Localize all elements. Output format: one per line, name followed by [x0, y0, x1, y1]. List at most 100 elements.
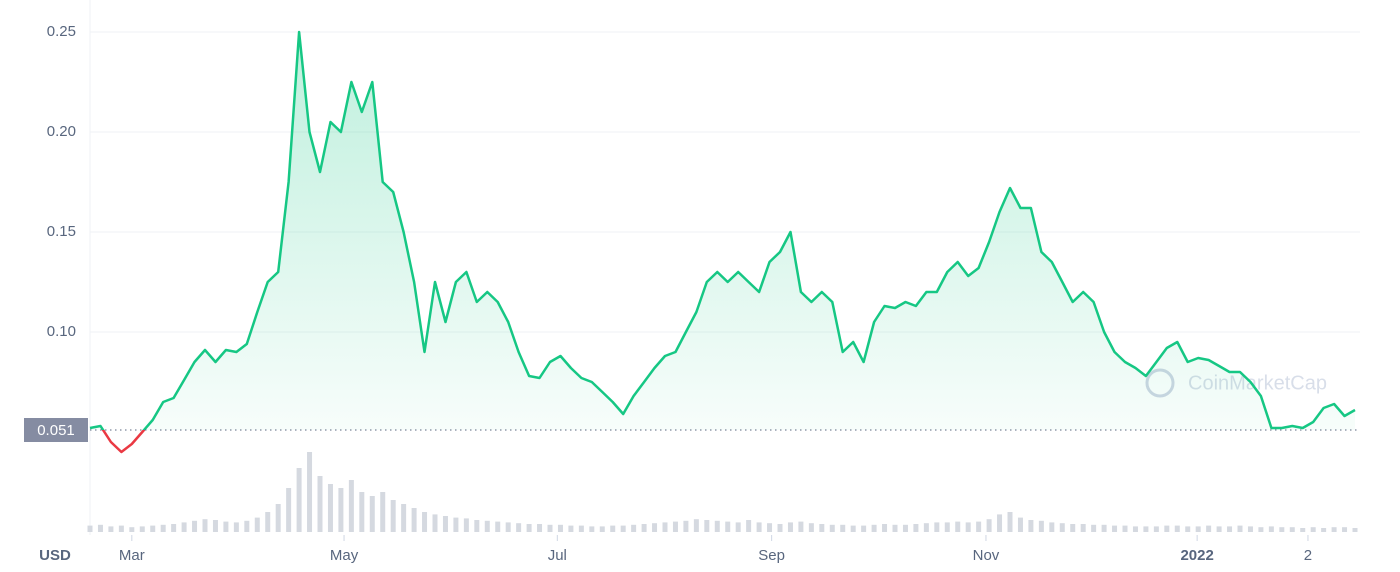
x-tick-label: 2 [1304, 547, 1312, 564]
volume-bar [369, 496, 375, 532]
volume-bar [934, 522, 940, 532]
volume-bar [390, 500, 396, 532]
volume-bar [1049, 522, 1055, 532]
volume-bar [1153, 526, 1159, 532]
volume-bar [1038, 520, 1044, 532]
volume-bar [840, 524, 846, 532]
volume-bar [401, 504, 407, 532]
volume-bar [714, 520, 720, 532]
volume-bar [798, 521, 804, 532]
volume-bar [850, 525, 856, 532]
volume-bar [683, 520, 689, 532]
volume-bar [704, 520, 710, 532]
volume-bar [819, 524, 825, 532]
reference-label: 0.051 [37, 422, 75, 439]
volume-bar [1112, 525, 1118, 532]
currency-label: USD [39, 547, 71, 564]
volume-bar [317, 476, 323, 532]
volume-bar [1028, 520, 1034, 532]
volume-bar [1237, 525, 1243, 532]
volume-bar [118, 525, 124, 532]
volume-bar [1101, 524, 1107, 532]
volume-bar [275, 504, 281, 532]
volume-bar [1007, 512, 1013, 532]
volume-bar [129, 527, 135, 532]
volume-bar [787, 522, 793, 532]
volume-bar [578, 525, 584, 532]
volume-bar [1310, 527, 1316, 532]
volume-bar [1195, 526, 1201, 532]
volume-bar [181, 522, 187, 532]
volume-bar [484, 520, 490, 532]
volume-bar [620, 525, 626, 532]
reference-box [24, 418, 88, 442]
volume-bar [997, 514, 1003, 532]
volume-bar [882, 524, 888, 532]
volume-bar [631, 524, 637, 532]
volume-bar [767, 523, 773, 532]
volume-bar [380, 492, 386, 532]
volume-bar [505, 522, 511, 532]
volume-bar [139, 526, 145, 532]
volume-bar [442, 516, 448, 532]
volume-bar [422, 512, 428, 532]
volume-bar [1206, 525, 1212, 532]
volume-bar [902, 524, 908, 532]
volume-bar [976, 521, 982, 532]
volume-bar [97, 524, 103, 532]
volume-bar [327, 484, 333, 532]
x-tick-label: Mar [119, 547, 145, 564]
x-tick-label: Jul [548, 547, 567, 564]
volume-bar [338, 488, 344, 532]
volume-bar [1247, 526, 1253, 532]
volume-bar [589, 526, 595, 532]
volume-bar [160, 524, 166, 532]
volume-bar [171, 524, 177, 532]
volume-bar [955, 521, 961, 532]
volume-bar [1164, 525, 1170, 532]
volume-bar [986, 519, 992, 532]
volume-bar [599, 526, 605, 532]
volume-bar [348, 480, 354, 532]
x-tick-label: May [330, 547, 359, 564]
y-tick-label: 0.25 [47, 23, 76, 40]
volume-bar [829, 524, 835, 532]
volume-bar [756, 522, 762, 532]
volume-bar [1289, 527, 1295, 532]
volume-bar [411, 508, 417, 532]
volume-bar [861, 525, 867, 532]
volume-bar [516, 523, 522, 532]
volume-bar [1185, 526, 1191, 532]
volume-bar [725, 521, 731, 532]
volume-bar [557, 524, 563, 532]
x-tick-label: Sep [758, 547, 785, 564]
volume-bar [746, 520, 752, 532]
volume-bar [1122, 525, 1128, 532]
volume-bar [1227, 526, 1233, 532]
volume-bar [87, 525, 93, 532]
volume-bar [672, 521, 678, 532]
volume-bar [1352, 528, 1358, 532]
volume-bar [1331, 527, 1337, 532]
volume-bar [432, 514, 438, 532]
volume-bar [1059, 523, 1065, 532]
volume-bar [495, 521, 501, 532]
y-tick-label: 0.20 [47, 123, 76, 140]
volume-bar [474, 520, 480, 532]
volume-bar [212, 520, 218, 532]
volume-bar [944, 522, 950, 532]
volume-bar [233, 522, 239, 532]
volume-bar [537, 524, 543, 532]
volume-bar [108, 526, 114, 532]
volume-bar [662, 522, 668, 532]
y-tick-label: 0.10 [47, 323, 76, 340]
volume-bar [610, 525, 616, 532]
volume-bar [641, 524, 647, 532]
volume-bar [1174, 525, 1180, 532]
volume-bar [1268, 526, 1274, 532]
volume-bar [1342, 527, 1348, 532]
volume-bar [223, 521, 229, 532]
volume-bar [1216, 526, 1222, 532]
volume-bar [568, 525, 574, 532]
